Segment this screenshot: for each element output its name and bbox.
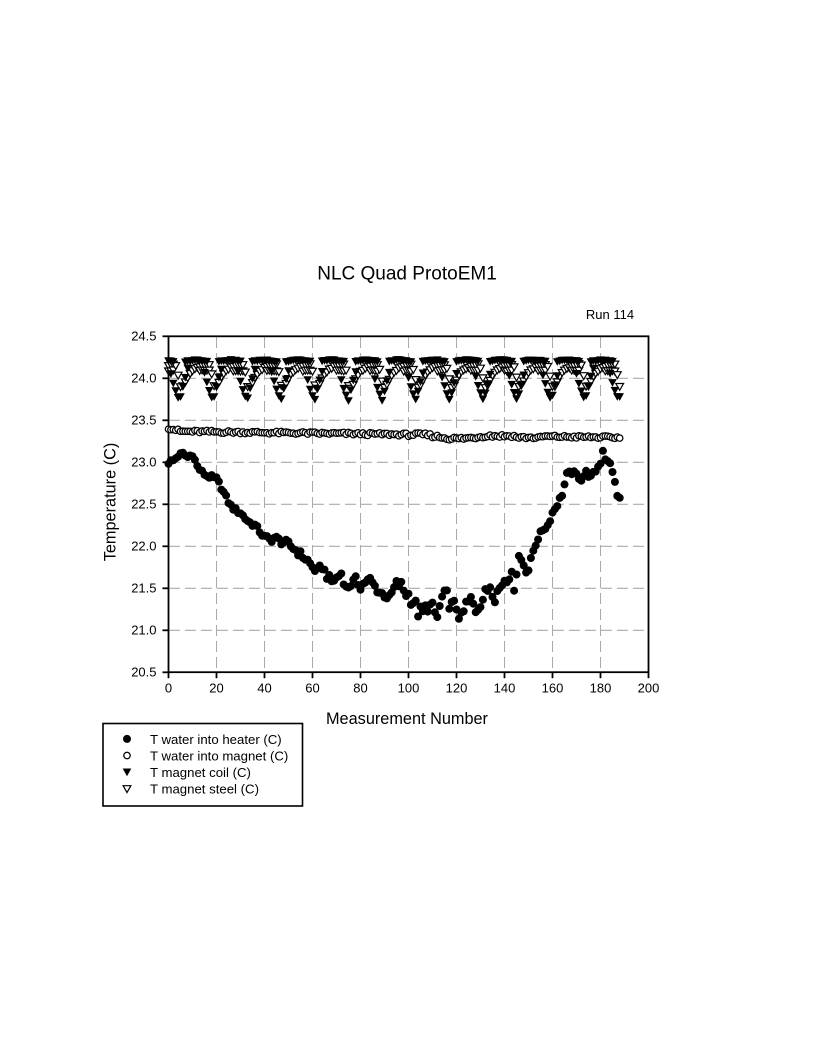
svg-text:0: 0 xyxy=(165,681,172,696)
svg-text:Temperature (C): Temperature (C) xyxy=(102,443,120,562)
svg-text:24.0: 24.0 xyxy=(131,370,156,385)
svg-text:22.0: 22.0 xyxy=(131,538,156,553)
svg-text:T water into magnet (C): T water into magnet (C) xyxy=(150,748,288,763)
svg-text:T water into heater (C): T water into heater (C) xyxy=(150,732,282,747)
svg-text:NLC Quad ProtoEM1: NLC Quad ProtoEM1 xyxy=(317,264,497,285)
svg-text:20.5: 20.5 xyxy=(131,664,156,679)
svg-text:160: 160 xyxy=(542,681,564,696)
svg-text:Run 114: Run 114 xyxy=(586,307,634,322)
svg-text:T magnet steel (C): T magnet steel (C) xyxy=(150,782,259,797)
svg-text:21.0: 21.0 xyxy=(131,622,156,637)
svg-text:140: 140 xyxy=(494,681,516,696)
svg-text:21.5: 21.5 xyxy=(131,580,156,595)
svg-text:60: 60 xyxy=(305,681,319,696)
svg-text:80: 80 xyxy=(353,681,367,696)
svg-text:180: 180 xyxy=(590,681,612,696)
svg-text:24.5: 24.5 xyxy=(131,328,156,343)
svg-text:120: 120 xyxy=(446,681,468,696)
svg-text:20: 20 xyxy=(209,681,223,696)
svg-text:100: 100 xyxy=(398,681,420,696)
svg-text:23.0: 23.0 xyxy=(131,454,156,469)
svg-text:T magnet coil (C): T magnet coil (C) xyxy=(150,765,251,780)
svg-text:23.5: 23.5 xyxy=(131,412,156,427)
svg-text:22.5: 22.5 xyxy=(131,496,156,511)
svg-text:40: 40 xyxy=(257,681,271,696)
svg-text:Measurement Number: Measurement Number xyxy=(326,710,489,728)
svg-text:200: 200 xyxy=(638,681,660,696)
